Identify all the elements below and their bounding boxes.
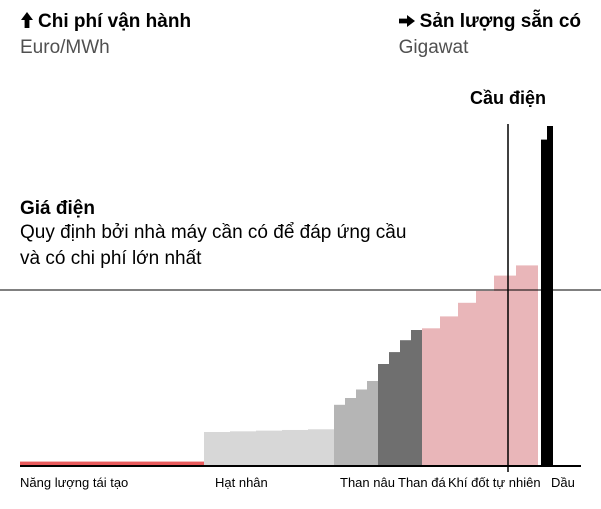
bar bbox=[204, 432, 230, 466]
bar bbox=[230, 431, 256, 466]
bar bbox=[400, 340, 411, 466]
bar bbox=[411, 330, 422, 466]
bar bbox=[422, 328, 440, 466]
bar bbox=[256, 431, 282, 466]
x-axis-label: Dầu bbox=[551, 475, 575, 490]
bar bbox=[476, 291, 494, 466]
bar bbox=[282, 430, 308, 466]
x-axis-label: Than nâu bbox=[340, 475, 395, 490]
bar bbox=[389, 352, 400, 466]
x-axis-label: Khí đốt tự nhiên bbox=[448, 475, 541, 490]
bar bbox=[458, 303, 476, 466]
bar bbox=[308, 429, 334, 466]
bar bbox=[494, 276, 516, 466]
bar bbox=[440, 316, 458, 466]
bar bbox=[378, 364, 389, 466]
bar bbox=[334, 405, 345, 466]
x-axis-label: Than đá bbox=[398, 475, 446, 490]
bar bbox=[516, 265, 538, 466]
x-axis-label: Hạt nhân bbox=[215, 475, 268, 490]
chart-container: Chi phí vận hành Euro/MWh Sản lượng sẵn … bbox=[0, 0, 601, 509]
bar bbox=[345, 398, 356, 466]
bar bbox=[547, 126, 553, 466]
x-axis-label: Năng lượng tái tạo bbox=[20, 475, 128, 490]
merit-order-chart bbox=[0, 0, 601, 509]
bar bbox=[367, 381, 378, 466]
bar bbox=[541, 140, 547, 466]
bar bbox=[356, 390, 367, 467]
